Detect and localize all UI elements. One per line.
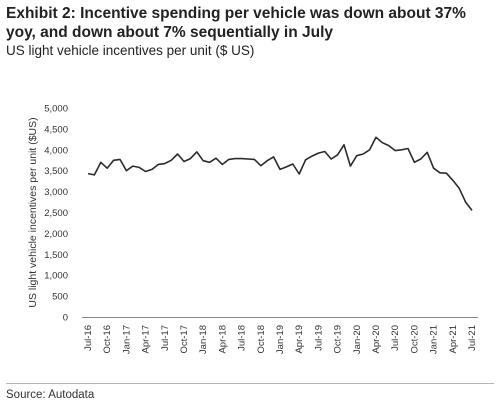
x-tick-label: Oct-20 bbox=[409, 325, 420, 354]
y-tick-label: 1,000 bbox=[44, 271, 68, 282]
x-tick-label: Jan-17 bbox=[121, 325, 132, 354]
x-tick-label: Jul-19 bbox=[313, 325, 324, 351]
x-tick-label: Apr-18 bbox=[217, 325, 228, 354]
incentives-line-chart: 0 500 1,000 1,500 2,000 2,500 3,000 3,500 4,000 4… bbox=[27, 104, 478, 354]
source-divider bbox=[6, 383, 494, 384]
x-tick-label: Apr-21 bbox=[448, 325, 459, 354]
y-tick-label: 5,000 bbox=[44, 104, 68, 115]
source-note: Source: Autodata bbox=[6, 389, 95, 401]
y-tick-label: 2,000 bbox=[44, 229, 68, 240]
y-tick-label: 500 bbox=[52, 292, 68, 303]
x-tick-label: Jul-18 bbox=[237, 325, 248, 351]
x-tick-label: Jan-18 bbox=[198, 325, 209, 354]
x-axis: Jul-16 Oct-16 Jan-17 Apr-17 Jul-17 Oct-17 Jan-… bbox=[82, 317, 478, 354]
x-tick-label: Jul-20 bbox=[390, 325, 401, 351]
x-tick-label: Jan-21 bbox=[429, 325, 440, 354]
x-tick-label: Jul-17 bbox=[160, 325, 171, 351]
y-tick-label: 3,500 bbox=[44, 166, 68, 177]
x-tick-label: Oct-17 bbox=[179, 325, 190, 354]
chart-subtitle: US light vehicle incentives per unit ($ … bbox=[6, 43, 255, 58]
x-tick-label: Jul-21 bbox=[467, 325, 478, 351]
y-tick-label: 4,500 bbox=[44, 124, 68, 135]
y-tick-label: 3,000 bbox=[44, 187, 68, 198]
y-axis: 0 500 1,000 1,500 2,000 2,500 3,000 3,500 4,000 4… bbox=[44, 104, 68, 324]
x-tick-label: Jan-19 bbox=[275, 325, 286, 354]
series-line bbox=[87, 136, 473, 211]
x-tick-label: Oct-18 bbox=[256, 325, 267, 354]
x-tick-label: Oct-16 bbox=[102, 325, 113, 354]
y-tick-label: 4,000 bbox=[44, 145, 68, 156]
x-tick-label: Apr-19 bbox=[294, 325, 305, 354]
x-tick-label: Jul-16 bbox=[83, 325, 94, 351]
y-tick-label: 1,500 bbox=[44, 250, 68, 261]
y-tick-label: 0 bbox=[63, 313, 68, 324]
chart-title: Exhibit 2: Incentive spending per vehicl… bbox=[6, 5, 466, 41]
x-tick-label: Oct-19 bbox=[333, 325, 344, 354]
x-tick-label: Jan-20 bbox=[352, 325, 363, 354]
series-layer bbox=[87, 136, 473, 211]
x-tick-label: Apr-20 bbox=[371, 325, 382, 354]
y-axis-title: US light vehicle incentives per unit ($U… bbox=[27, 117, 39, 307]
y-tick-label: 2,500 bbox=[44, 208, 68, 219]
x-tick-label: Apr-17 bbox=[141, 325, 152, 354]
